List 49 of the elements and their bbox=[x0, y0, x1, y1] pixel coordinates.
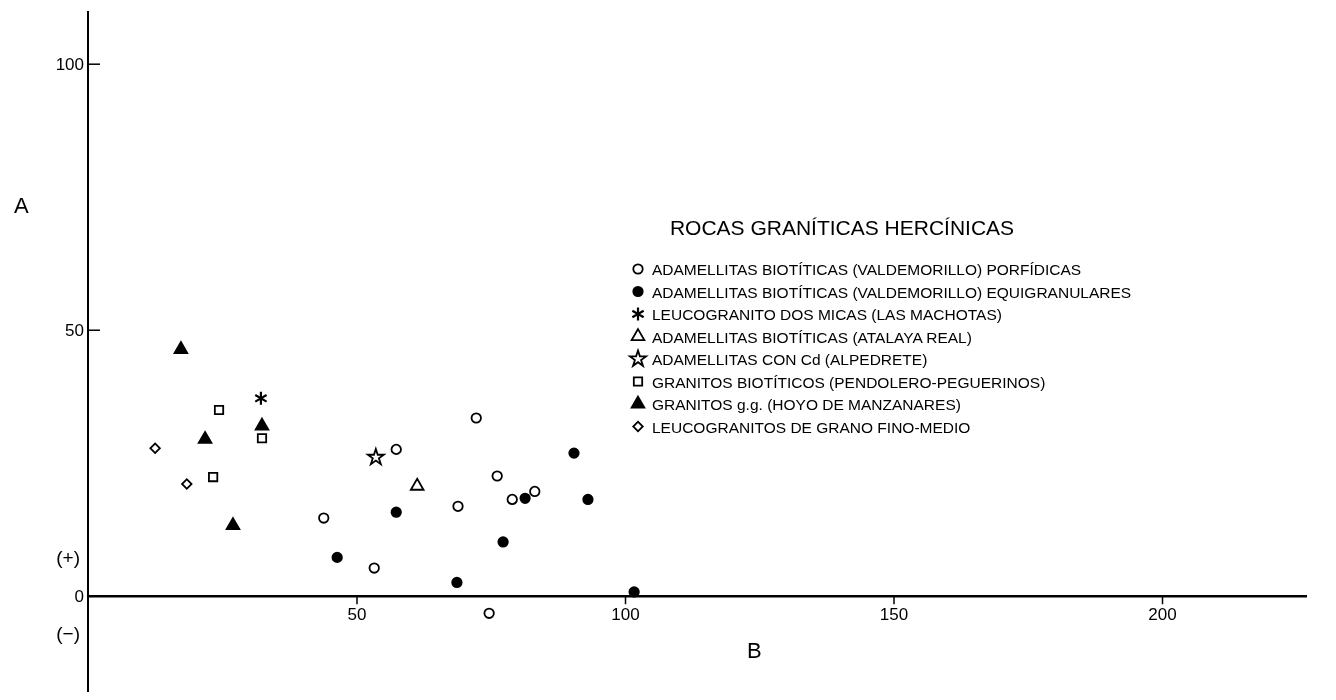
point bbox=[213, 404, 225, 416]
legend-label: GRANITOS BIOTÍTICOS (PENDOLERO-PEGUERINOS) bbox=[652, 373, 1046, 391]
point bbox=[491, 470, 503, 482]
point bbox=[519, 492, 531, 504]
y-tick-label: 100 bbox=[55, 55, 84, 75]
point bbox=[451, 576, 463, 589]
x-tick-label: 50 bbox=[347, 605, 367, 625]
point bbox=[318, 512, 330, 524]
point bbox=[470, 412, 482, 424]
point bbox=[254, 390, 268, 406]
point bbox=[483, 607, 495, 619]
y-tick-label: 0 bbox=[74, 587, 84, 607]
point bbox=[173, 341, 189, 354]
legend-label: ADAMELLITAS CON Cd (ALPEDRETE) bbox=[652, 351, 928, 368]
x-tick-label: 200 bbox=[1148, 605, 1177, 625]
point bbox=[256, 433, 268, 444]
point bbox=[254, 417, 270, 431]
point bbox=[181, 478, 193, 490]
point bbox=[149, 442, 161, 454]
point bbox=[208, 471, 219, 483]
point bbox=[225, 517, 241, 531]
point bbox=[409, 477, 425, 491]
x-axis-title: B bbox=[746, 638, 762, 664]
y-tick-label: 50 bbox=[65, 321, 84, 341]
x-tick-label: 150 bbox=[879, 605, 909, 625]
point bbox=[506, 493, 518, 506]
point bbox=[197, 431, 213, 444]
point bbox=[582, 493, 594, 506]
text: (+) bbox=[56, 547, 80, 569]
point bbox=[390, 506, 402, 518]
y-axis-title: A bbox=[14, 193, 29, 219]
point bbox=[452, 500, 464, 512]
point bbox=[366, 448, 385, 466]
legend-label: ADAMELLITAS BIOTÍTICAS (ATALAYA REAL) bbox=[652, 328, 972, 346]
legend-label: GRANITOS g.g. (HOYO DE MANZANARES) bbox=[652, 396, 961, 413]
legend-title: ROCAS GRANÍTICAS HERCÍNICAS bbox=[669, 216, 1015, 239]
point bbox=[368, 562, 380, 574]
point bbox=[331, 551, 343, 564]
point bbox=[529, 485, 541, 498]
x-tick-label: 100 bbox=[611, 605, 640, 625]
point bbox=[568, 447, 580, 459]
legend-label: ADAMELLITAS BIOTÍTICAS (VALDEMORILLO) EQUIGRANULARES bbox=[652, 283, 1132, 301]
text: (−) bbox=[56, 623, 80, 645]
point bbox=[628, 586, 640, 598]
legend-label: ADAMELLITAS BIOTÍTICAS (VALDEMORILLO) PORFÍDICAS bbox=[652, 261, 1082, 278]
legend-label: LEUCOGRANITO DOS MICAS (LAS MACHOTAS) bbox=[652, 306, 1002, 323]
point bbox=[390, 443, 402, 455]
point bbox=[497, 536, 509, 548]
legend-label: LEUCOGRANITOS DE GRANO FINO-MEDIO bbox=[652, 418, 971, 436]
